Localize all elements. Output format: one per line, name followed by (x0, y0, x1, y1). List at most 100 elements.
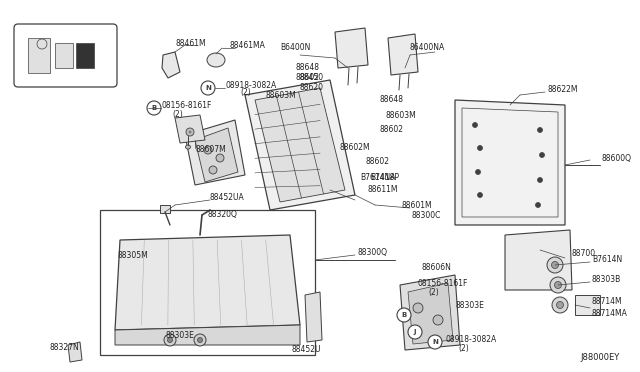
Text: 88303E: 88303E (165, 330, 194, 340)
Text: 88305M: 88305M (118, 250, 148, 260)
Text: 88450: 88450 (300, 74, 324, 83)
Circle shape (198, 337, 202, 343)
Circle shape (186, 128, 194, 136)
Text: B7418P: B7418P (370, 173, 399, 183)
Circle shape (538, 128, 543, 132)
Polygon shape (175, 115, 205, 143)
Polygon shape (305, 292, 322, 342)
Text: N: N (205, 85, 211, 91)
Circle shape (194, 334, 206, 346)
Text: 88300Q: 88300Q (358, 247, 388, 257)
Circle shape (472, 122, 477, 128)
Ellipse shape (207, 53, 225, 67)
Text: (2): (2) (240, 89, 251, 97)
Text: 08918-3082A: 08918-3082A (226, 80, 277, 90)
Text: 88602: 88602 (365, 157, 389, 167)
Polygon shape (388, 34, 418, 75)
Text: 88603M: 88603M (385, 110, 416, 119)
Text: 88320Q: 88320Q (208, 211, 238, 219)
Circle shape (216, 154, 224, 162)
Circle shape (547, 257, 563, 273)
Text: 08156-8161F: 08156-8161F (418, 279, 468, 288)
Bar (28, 38, 50, 73)
Text: 88461M: 88461M (175, 38, 205, 48)
Text: 08156-8161F: 08156-8161F (162, 100, 212, 109)
Circle shape (164, 334, 176, 346)
Text: 88300C: 88300C (412, 211, 442, 219)
Text: 88602: 88602 (380, 125, 404, 135)
Bar (160, 205, 170, 213)
Bar (76, 43, 94, 68)
Text: N: N (432, 339, 438, 345)
Circle shape (476, 170, 481, 174)
Text: (2): (2) (172, 109, 183, 119)
Text: 88714MA: 88714MA (592, 310, 628, 318)
Text: J88000EY: J88000EY (580, 353, 620, 362)
Text: 88607M: 88607M (195, 145, 226, 154)
Circle shape (557, 301, 563, 308)
Circle shape (209, 166, 217, 174)
Circle shape (538, 177, 543, 183)
Text: 88602: 88602 (295, 73, 319, 81)
Circle shape (189, 131, 191, 134)
Circle shape (397, 308, 411, 322)
Circle shape (536, 202, 541, 208)
Circle shape (552, 297, 568, 313)
Text: 88603M: 88603M (265, 90, 296, 99)
Bar (55, 43, 73, 68)
Polygon shape (575, 295, 600, 315)
Text: 88611M: 88611M (368, 186, 399, 195)
Text: 88648: 88648 (380, 96, 404, 105)
Circle shape (168, 337, 173, 343)
Polygon shape (455, 100, 565, 225)
Text: 88303B: 88303B (592, 276, 621, 285)
Bar (100, 210, 315, 355)
Text: 88714M: 88714M (592, 298, 623, 307)
Text: 88461MA: 88461MA (230, 42, 266, 51)
FancyBboxPatch shape (14, 24, 117, 87)
Text: B6400N: B6400N (280, 42, 310, 51)
Circle shape (201, 81, 215, 95)
Text: B: B (152, 105, 157, 111)
Circle shape (477, 145, 483, 151)
Polygon shape (408, 283, 453, 344)
Circle shape (540, 153, 545, 157)
Polygon shape (162, 52, 180, 78)
Circle shape (204, 146, 212, 154)
Text: 88600Q: 88600Q (602, 154, 632, 163)
Text: 88602M: 88602M (340, 144, 371, 153)
Text: B7614NA: B7614NA (360, 173, 396, 183)
Text: 88601M: 88601M (402, 201, 433, 209)
Circle shape (552, 262, 559, 269)
Circle shape (433, 315, 443, 325)
Text: 88700: 88700 (572, 250, 596, 259)
Polygon shape (68, 342, 82, 362)
Polygon shape (255, 88, 345, 202)
Circle shape (408, 325, 422, 339)
Text: 88452UA: 88452UA (210, 192, 244, 202)
Polygon shape (115, 235, 300, 330)
Polygon shape (335, 28, 368, 68)
Text: 88606N: 88606N (422, 263, 452, 273)
Text: 08918-3082A: 08918-3082A (445, 336, 496, 344)
Circle shape (477, 192, 483, 198)
Ellipse shape (186, 145, 191, 149)
Circle shape (554, 282, 561, 289)
Text: 88327N: 88327N (50, 343, 80, 353)
Text: B: B (401, 312, 406, 318)
Text: J: J (413, 329, 416, 335)
Polygon shape (245, 80, 355, 210)
Circle shape (413, 303, 423, 313)
Circle shape (147, 101, 161, 115)
Text: 88622M: 88622M (548, 86, 579, 94)
Text: 88452U: 88452U (292, 346, 321, 355)
Polygon shape (505, 230, 572, 290)
Text: (2): (2) (428, 288, 439, 296)
Text: 88620: 88620 (300, 83, 324, 93)
Text: 86400NA: 86400NA (410, 44, 445, 52)
Circle shape (550, 277, 566, 293)
Text: 88303E: 88303E (455, 301, 484, 310)
Circle shape (428, 335, 442, 349)
Text: B7614N: B7614N (592, 256, 622, 264)
Polygon shape (185, 120, 245, 185)
